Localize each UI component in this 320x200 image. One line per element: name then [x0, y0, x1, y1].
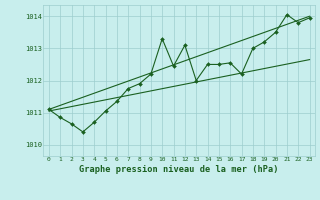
- X-axis label: Graphe pression niveau de la mer (hPa): Graphe pression niveau de la mer (hPa): [79, 165, 279, 174]
